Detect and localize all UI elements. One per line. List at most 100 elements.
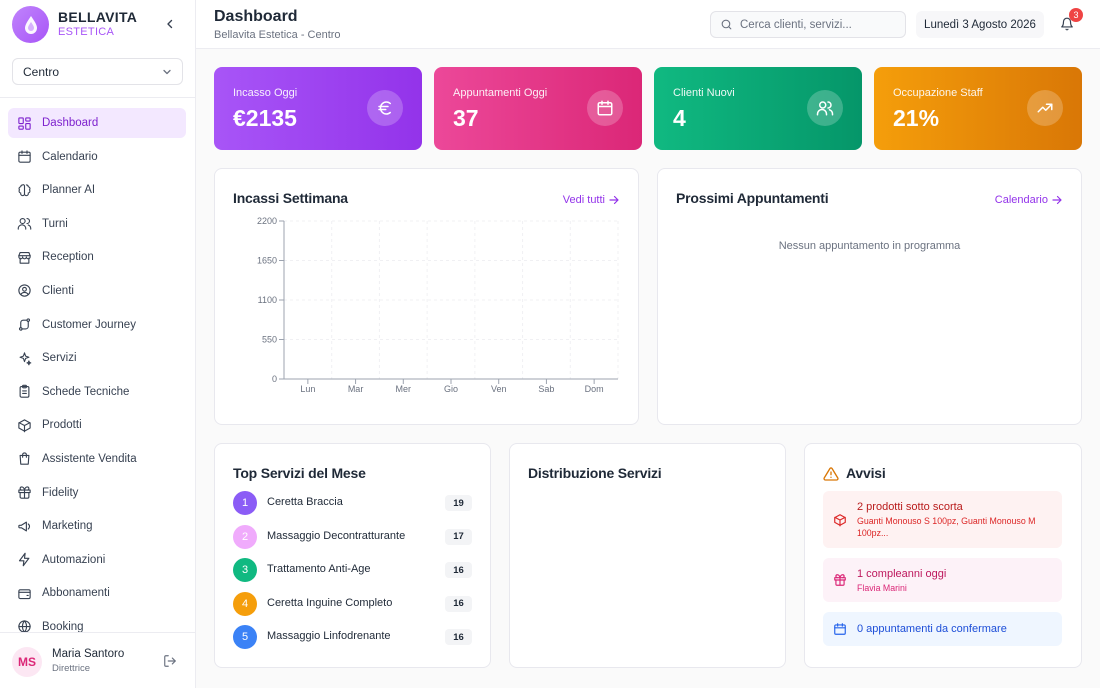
sidebar-item-automazioni[interactable]: Automazioni [8, 545, 186, 575]
sidebar-item-label: Clienti [42, 284, 74, 297]
list-item[interactable]: 3 Trattamento Anti-Age 16 [233, 558, 472, 583]
view-all-link[interactable]: Vedi tutti [563, 194, 619, 206]
calendar-link[interactable]: Calendario [995, 194, 1062, 206]
brand[interactable]: BELLAVITA ESTETICA [12, 6, 137, 43]
arrow-right-icon [609, 195, 619, 205]
search-icon [721, 19, 732, 30]
list-item[interactable]: 4 Ceretta Inguine Completo 16 [233, 591, 472, 616]
x-tick-label: Ven [491, 384, 507, 394]
sidebar-item-label: Dashboard [42, 117, 99, 129]
chevron-down-icon [163, 69, 171, 74]
alert-birthdays[interactable]: 1 compleanni oggi Flavia Marini [823, 558, 1062, 602]
sidebar-divider [0, 97, 195, 98]
user-circle-icon [18, 284, 31, 298]
calendar-link-label: Calendario [994, 194, 1048, 206]
sidebar-item-schede-tecniche[interactable]: Schede Tecniche [8, 377, 186, 407]
y-tick-label: 1100 [258, 295, 277, 305]
clipboard-icon [19, 384, 30, 398]
sidebar-item-label: Schede Tecniche [42, 385, 130, 398]
sidebar-item-turni[interactable]: Turni [8, 209, 186, 239]
alert-detail: Flavia Marini [857, 583, 907, 593]
stat-card-incasso[interactable]: Incasso Oggi €2135 [214, 67, 422, 150]
sidebar: BELLAVITA ESTETICA Centro Dashboard Calen… [0, 0, 196, 688]
service-count: 16 [445, 562, 472, 579]
y-tick-label: 550 [262, 335, 277, 345]
sidebar-item-label: Marketing [42, 520, 93, 533]
page-subtitle: Bellavita Estetica - Centro [214, 29, 341, 41]
rank-badge: 1 [233, 491, 257, 515]
arrow-right-icon [1052, 195, 1062, 205]
user-card: MS Maria Santoro Direttrice [0, 632, 195, 688]
y-tick-label: 0 [272, 374, 277, 384]
sidebar-item-fidelity[interactable]: Fidelity [8, 478, 186, 508]
collapse-sidebar-button[interactable] [162, 16, 178, 32]
panel-title: Avvisi [846, 465, 886, 481]
gift-icon [834, 574, 846, 586]
sidebar-item-prodotti[interactable]: Prodotti [8, 410, 186, 440]
x-tick-label: Mer [396, 384, 412, 394]
trending-up-icon [1027, 90, 1063, 126]
sidebar-item-label: Servizi [42, 352, 77, 365]
avatar[interactable]: MS [12, 647, 42, 677]
bell-icon [1061, 17, 1073, 31]
sidebar-item-marketing[interactable]: Marketing [8, 511, 186, 541]
sidebar-item-label: Booking [42, 620, 84, 633]
stat-card-occupazione[interactable]: Occupazione Staff 21% [874, 67, 1082, 150]
store-icon [18, 251, 31, 264]
sidebar-item-customer-journey[interactable]: Customer Journey [8, 310, 186, 340]
list-item[interactable]: 1 Ceretta Braccia 19 [233, 491, 472, 515]
euro-icon [367, 90, 403, 126]
calendar-icon [18, 150, 31, 163]
search-input[interactable] [740, 18, 900, 31]
stat-value: €2135 [233, 105, 297, 131]
dashboard-icon [18, 116, 31, 130]
sidebar-item-label: Customer Journey [42, 318, 136, 331]
brain-icon [18, 183, 31, 196]
top-services-panel: Top Servizi del Mese 1 Ceretta Braccia 19 2… [214, 443, 491, 668]
sidebar-item-reception[interactable]: Reception [8, 242, 186, 272]
stat-value: 4 [673, 105, 686, 131]
stat-card-appuntamenti[interactable]: Appuntamenti Oggi 37 [434, 67, 642, 150]
sidebar-item-calendario[interactable]: Calendario [8, 142, 186, 172]
panel-title: Prossimi Appuntamenti [676, 190, 829, 206]
service-count: 19 [445, 495, 472, 511]
user-name: Maria Santoro [52, 648, 125, 660]
sidebar-item-assistente-vendita[interactable]: Assistente Vendita [8, 444, 186, 474]
logout-button[interactable] [163, 654, 177, 668]
list-item[interactable]: 5 Massaggio Linfodrenante 16 [233, 625, 472, 650]
sidebar-item-abbonamenti[interactable]: Abbonamenti [8, 578, 186, 608]
notifications-button[interactable] [1060, 17, 1074, 31]
sidebar-item-servizi[interactable]: Servizi [8, 343, 186, 373]
current-date: Lunedì 3 Agosto 2026 [916, 11, 1044, 38]
sidebar-item-clienti[interactable]: Clienti [8, 276, 186, 306]
package-icon [18, 419, 31, 433]
calendar-icon [587, 90, 623, 126]
location-select[interactable]: Centro [12, 58, 183, 85]
chevron-left-icon [167, 19, 173, 29]
sparkles-icon [19, 351, 32, 365]
search-box[interactable] [710, 11, 906, 38]
rank-badge: 2 [233, 524, 257, 549]
service-name: Ceretta Braccia [267, 496, 343, 508]
service-count: 16 [445, 595, 472, 612]
sidebar-item-label: Fidelity [42, 486, 79, 499]
service-name: Trattamento Anti-Age [267, 563, 371, 576]
alert-pending-appointments[interactable]: 0 appuntamenti da confermare [823, 612, 1062, 646]
empty-state: Nessun appuntamento in programma [778, 240, 961, 252]
user-role: Direttrice [52, 663, 91, 674]
sidebar-item-dashboard[interactable]: Dashboard [8, 108, 186, 138]
users-icon [17, 218, 32, 230]
list-item[interactable]: 2 Massaggio Decontratturante 17 [233, 524, 472, 549]
notification-count-badge[interactable]: 3 [1069, 8, 1083, 22]
stat-label: Clienti Nuovi [673, 87, 735, 99]
x-tick-label: Dom [585, 384, 604, 394]
rank-badge: 5 [233, 625, 257, 650]
sidebar-item-booking[interactable]: Booking [8, 612, 186, 642]
stat-value: 21% [893, 105, 940, 131]
wallet-icon [18, 589, 31, 599]
alert-low-stock[interactable]: 2 prodotti sotto scorta Guanti Monouso S… [823, 491, 1062, 548]
alert-title: 2 prodotti sotto scorta [857, 501, 963, 513]
sidebar-item-label: Calendario [42, 150, 98, 163]
stat-card-clienti-nuovi[interactable]: Clienti Nuovi 4 [654, 67, 862, 150]
sidebar-item-planner-ai[interactable]: Planner AI [8, 175, 186, 205]
